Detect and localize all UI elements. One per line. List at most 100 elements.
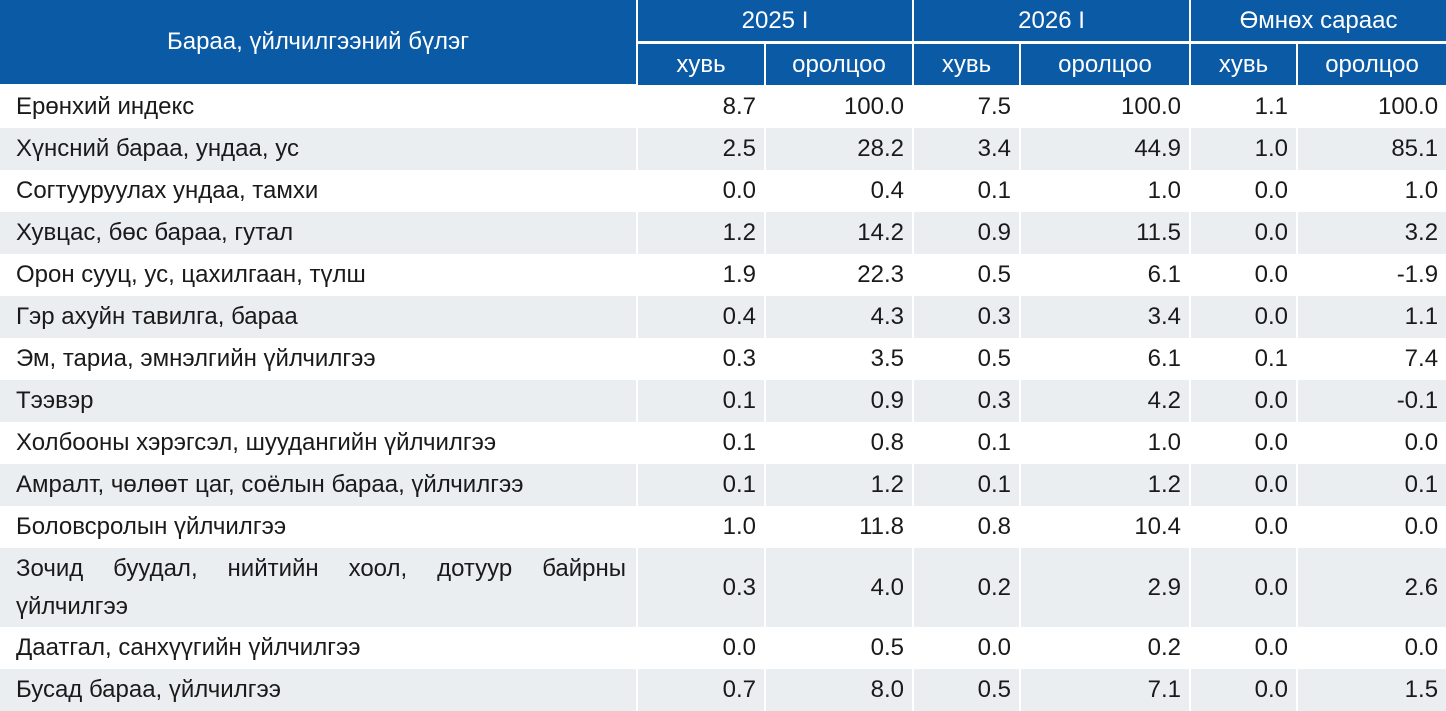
table-row: Хүнсний бараа, ундаа, ус 2.5 28.2 3.4 44.9 1.… — [0, 128, 1446, 170]
table-header: Бараа, үйлчилгээний бүлэг 2025 I 2026 I … — [0, 0, 1446, 86]
table-row: Амралт, чөлөөт цаг, соёлын бараа, үйлчил… — [0, 464, 1446, 506]
cell-contribution: 8.0 — [763, 669, 914, 711]
header-group-2026: 2026 I — [912, 0, 1192, 44]
cell-share: 0.3 — [912, 296, 1021, 338]
table-row: Хувцас, бөс бараа, гутал 1.2 14.2 0.9 11.5 0.… — [0, 212, 1446, 254]
row-label: Хувцас, бөс бараа, гутал — [0, 212, 637, 254]
table-body: Ерөнхий индекс 8.7 100.0 7.5 100.0 1.1 100.0 Хү… — [0, 85, 1446, 711]
cell-contribution: 100.0 — [1019, 85, 1191, 128]
cell-share: 0.9 — [912, 212, 1021, 254]
cell-share: 0.7 — [636, 669, 765, 711]
row-label: Хүнсний бараа, ундаа, ус — [0, 128, 637, 170]
cell-share: 0.1 — [912, 464, 1021, 506]
cell-share: 0.3 — [912, 380, 1021, 422]
cell-contribution: 1.0 — [1019, 422, 1191, 464]
cell-share: 0.0 — [1189, 380, 1298, 422]
cell-share: 0.0 — [1189, 506, 1298, 548]
table-row: Тээвэр 0.1 0.9 0.3 4.2 0.0 -0.1 — [0, 380, 1446, 422]
cell-contribution: 4.0 — [763, 548, 914, 627]
cell-share: 1.9 — [636, 254, 765, 296]
cell-share: 0.0 — [1189, 212, 1298, 254]
row-label: Согтууруулах ундаа, тамхи — [16, 177, 319, 204]
cell-contribution: 2.9 — [1019, 548, 1191, 627]
cell-contribution: 6.1 — [1019, 338, 1191, 380]
cell-share: 0.1 — [1189, 338, 1298, 380]
row-label: Даатгал, санхүүгийн үйлчилгээ — [16, 634, 361, 661]
cell-contribution: 10.4 — [1019, 506, 1191, 548]
cell-contribution: 14.2 — [763, 212, 914, 254]
cell-share: 0.0 — [1189, 170, 1298, 212]
cell-share: 0.5 — [912, 669, 1021, 711]
cell-share: 0.0 — [1189, 669, 1298, 711]
cell-contribution: 1.2 — [763, 464, 914, 506]
cell-share: 0.1 — [636, 464, 765, 506]
cell-share: 0.4 — [636, 296, 765, 338]
table-row: Согтууруулах ундаа, тамхи 0.0 0.4 0.1 1.0 0.0… — [0, 170, 1446, 212]
table-row: Холбооны хэрэгсэл, шуудангийн үйлчилгээ 0… — [0, 422, 1446, 464]
subheader-share: хувь — [1189, 42, 1299, 85]
cell-contribution: 0.8 — [763, 422, 914, 464]
cell-share: 0.5 — [912, 338, 1021, 380]
cell-contribution: 1.0 — [1296, 170, 1446, 212]
cell-contribution: 1.5 — [1296, 669, 1446, 711]
table-row: Ерөнхий индекс 8.7 100.0 7.5 100.0 1.1 100.0 — [0, 85, 1446, 128]
cell-contribution: 85.1 — [1296, 128, 1446, 170]
cell-contribution: 3.4 — [1019, 296, 1191, 338]
row-label: Тээвэр — [0, 380, 637, 422]
cell-contribution: 0.0 — [1296, 627, 1446, 669]
row-label: Зочид буудал, нийтийн хоол, дотуур байрн… — [0, 548, 637, 627]
cell-share: 1.1 — [1189, 85, 1298, 128]
cell-contribution: 7.4 — [1296, 338, 1446, 380]
cell-share: 0.1 — [636, 380, 765, 422]
subheader-contribution: оролцоо — [1296, 42, 1446, 85]
cell-share: 0.0 — [1189, 254, 1298, 296]
header-category: Бараа, үйлчилгээний бүлэг — [0, 0, 638, 86]
cell-contribution: 44.9 — [1019, 128, 1191, 170]
cell-contribution: 1.1 — [1296, 296, 1446, 338]
cell-share: 3.4 — [912, 128, 1021, 170]
subheader-contribution: оролцоо — [1019, 42, 1192, 85]
cell-share: 0.5 — [912, 254, 1021, 296]
cell-contribution: 3.2 — [1296, 212, 1446, 254]
cell-share: 0.0 — [1189, 296, 1298, 338]
table-row: Гэр ахуйн тавилга, бараа 0.4 4.3 0.3 3.4 0.0 1… — [0, 296, 1446, 338]
row-label: Эм, тариа, эмнэлгийн үйлчилгээ — [16, 345, 376, 372]
cell-contribution: 7.1 — [1019, 669, 1191, 711]
row-label: Бусад бараа, үйлчилгээ — [0, 669, 637, 711]
cell-contribution: 4.2 — [1019, 380, 1191, 422]
cell-share: 1.2 — [636, 212, 765, 254]
cell-contribution: 1.2 — [1019, 464, 1191, 506]
row-label: Амралт, чөлөөт цаг, соёлын бараа, үйлчил… — [0, 464, 637, 506]
cell-share: 0.0 — [1189, 464, 1298, 506]
cell-contribution: 0.0 — [1296, 422, 1446, 464]
cell-share: 2.5 — [636, 128, 765, 170]
header-group-2025: 2025 I — [635, 0, 915, 44]
cell-contribution: 11.8 — [763, 506, 914, 548]
cell-contribution: 1.0 — [1019, 170, 1191, 212]
subheader-share: хувь — [912, 42, 1022, 85]
table-row: Эм, тариа, эмнэлгийн үйлчилгээ 0.3 3.5 0.5 6… — [0, 338, 1446, 380]
cell-contribution: 22.3 — [763, 254, 914, 296]
cell-share: 0.0 — [1189, 548, 1298, 627]
table-row: Орон сууц, ус, цахилгаан, түлш 1.9 22.3 0.5… — [0, 254, 1446, 296]
cell-contribution: 11.5 — [1019, 212, 1191, 254]
cell-contribution: 3.5 — [763, 338, 914, 380]
table-row: Боловсролын үйлчилгээ 1.0 11.8 0.8 10.4 0.0 0.… — [0, 506, 1446, 548]
cell-contribution: -1.9 — [1296, 254, 1446, 296]
cell-contribution: 0.0 — [1296, 506, 1446, 548]
row-label: Ерөнхий индекс — [16, 93, 195, 120]
cell-contribution: 0.9 — [763, 380, 914, 422]
cell-contribution: 0.5 — [763, 627, 914, 669]
row-label: Боловсролын үйлчилгээ — [16, 513, 287, 540]
cell-share: 7.5 — [912, 85, 1021, 128]
cell-contribution: 100.0 — [1296, 85, 1446, 128]
cell-share: 1.0 — [636, 506, 765, 548]
cell-contribution: 28.2 — [763, 128, 914, 170]
cell-contribution: 0.4 — [763, 170, 914, 212]
cell-share: 0.0 — [636, 170, 765, 212]
cell-contribution: -0.1 — [1296, 380, 1446, 422]
cell-contribution: 0.1 — [1296, 464, 1446, 506]
cell-contribution: 100.0 — [763, 85, 914, 128]
cell-share: 0.3 — [636, 548, 765, 627]
